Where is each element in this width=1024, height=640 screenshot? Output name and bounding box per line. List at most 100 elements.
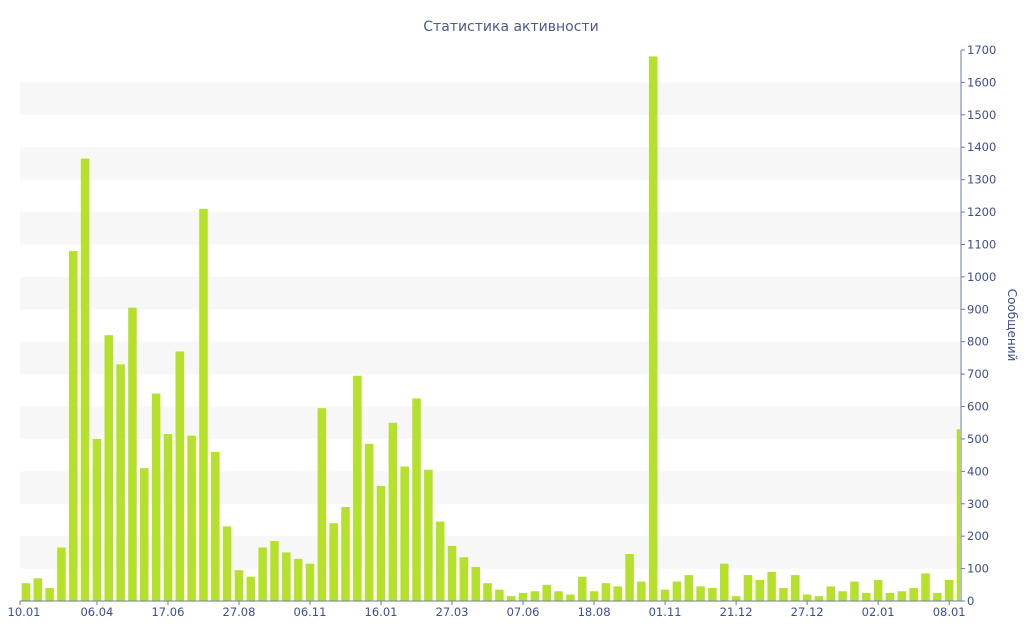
x-tick-label: 06.11 <box>294 605 327 619</box>
bar <box>672 581 682 601</box>
bar <box>341 507 350 601</box>
grid-band <box>20 406 961 439</box>
bar <box>566 594 575 601</box>
bar <box>589 591 599 601</box>
y-tick-label: 1600 <box>967 75 996 89</box>
y-tick-label: 600 <box>967 400 989 414</box>
bar <box>69 250 78 601</box>
bar <box>317 408 327 601</box>
bar <box>293 558 303 601</box>
bar <box>459 557 469 601</box>
y-tick-label: 1300 <box>967 173 996 187</box>
bar <box>483 583 492 601</box>
y-ticks: 0 100 200 300 400 500 600 700 800 900 1000 1100 1200… <box>961 43 996 608</box>
bar <box>400 466 409 601</box>
grid-band <box>20 276 961 310</box>
bar <box>305 563 315 601</box>
bar <box>199 208 208 601</box>
bar <box>187 435 196 601</box>
bar <box>163 434 173 601</box>
bar <box>862 592 871 601</box>
bar <box>435 521 445 601</box>
bar <box>755 579 765 601</box>
bar <box>897 591 907 601</box>
bar <box>696 586 705 601</box>
bar <box>376 485 386 601</box>
bar <box>648 56 658 602</box>
y-tick-label: 400 <box>967 464 989 478</box>
bar <box>211 451 220 601</box>
bar <box>471 566 480 601</box>
bar <box>412 398 421 601</box>
chart-title: Статистика активности <box>423 19 598 35</box>
bar <box>909 588 918 601</box>
y-tick-label: 200 <box>967 529 989 543</box>
y-tick-label: 1000 <box>967 270 996 284</box>
bar <box>258 547 267 601</box>
bar <box>246 576 256 601</box>
x-tick-label: 08.01 <box>933 605 966 619</box>
grid-bands <box>20 82 961 569</box>
bar <box>720 563 729 601</box>
bar <box>838 591 847 601</box>
x-tick-label: 18.08 <box>578 605 611 619</box>
y-tick-label: 700 <box>967 367 989 381</box>
bar <box>140 468 149 601</box>
bar <box>601 583 611 601</box>
bar <box>282 552 291 601</box>
bar <box>554 591 563 601</box>
bars <box>21 56 960 602</box>
bar <box>104 335 114 601</box>
x-tick-label: 21.12 <box>720 605 753 619</box>
bar <box>234 570 244 601</box>
x-tick-label: 16.01 <box>365 605 398 619</box>
bar <box>944 579 954 601</box>
x-tick-label: 07.06 <box>507 605 540 619</box>
bar <box>791 575 800 601</box>
bar <box>767 571 776 601</box>
grid-band <box>20 212 961 245</box>
y-tick-label: 300 <box>967 497 989 511</box>
bar <box>353 375 362 601</box>
grid-band <box>20 82 961 115</box>
x-tick-label: 17.06 <box>151 605 184 619</box>
bar <box>57 547 66 601</box>
y-tick-label: 100 <box>967 562 989 576</box>
y-tick-label: 1700 <box>967 43 996 57</box>
bar <box>684 575 694 601</box>
y-tick-label: 500 <box>967 432 989 446</box>
bar <box>45 588 54 601</box>
bar <box>779 588 788 601</box>
y-tick-label: 800 <box>967 335 989 349</box>
y-tick-label: 1200 <box>967 205 996 219</box>
bar <box>518 592 528 601</box>
bar <box>222 526 232 601</box>
x-tick-label: 06.04 <box>80 605 113 619</box>
x-tick-label: 27.12 <box>791 605 824 619</box>
bar <box>956 429 960 601</box>
grid-band <box>20 536 961 569</box>
y-axis-label: Сообщений <box>1005 289 1019 362</box>
bar <box>21 583 31 601</box>
bar <box>850 581 859 601</box>
bar <box>506 596 516 601</box>
grid-band <box>20 147 961 180</box>
bar <box>364 443 374 601</box>
bar <box>637 581 646 601</box>
x-tick-label: 02.01 <box>862 605 895 619</box>
bar <box>270 541 279 601</box>
bar <box>802 594 812 601</box>
bar <box>33 578 43 601</box>
bar <box>577 576 587 601</box>
y-tick-label: 1400 <box>967 140 996 154</box>
x-tick-label: 27.03 <box>436 605 469 619</box>
bar <box>92 438 102 601</box>
grid-band <box>20 471 961 504</box>
y-tick-label: 1100 <box>967 237 996 251</box>
y-tick-label: 0 <box>967 594 974 608</box>
bar <box>116 364 125 601</box>
bar <box>873 579 883 601</box>
bar <box>743 575 753 601</box>
y-tick-label: 900 <box>967 302 989 316</box>
